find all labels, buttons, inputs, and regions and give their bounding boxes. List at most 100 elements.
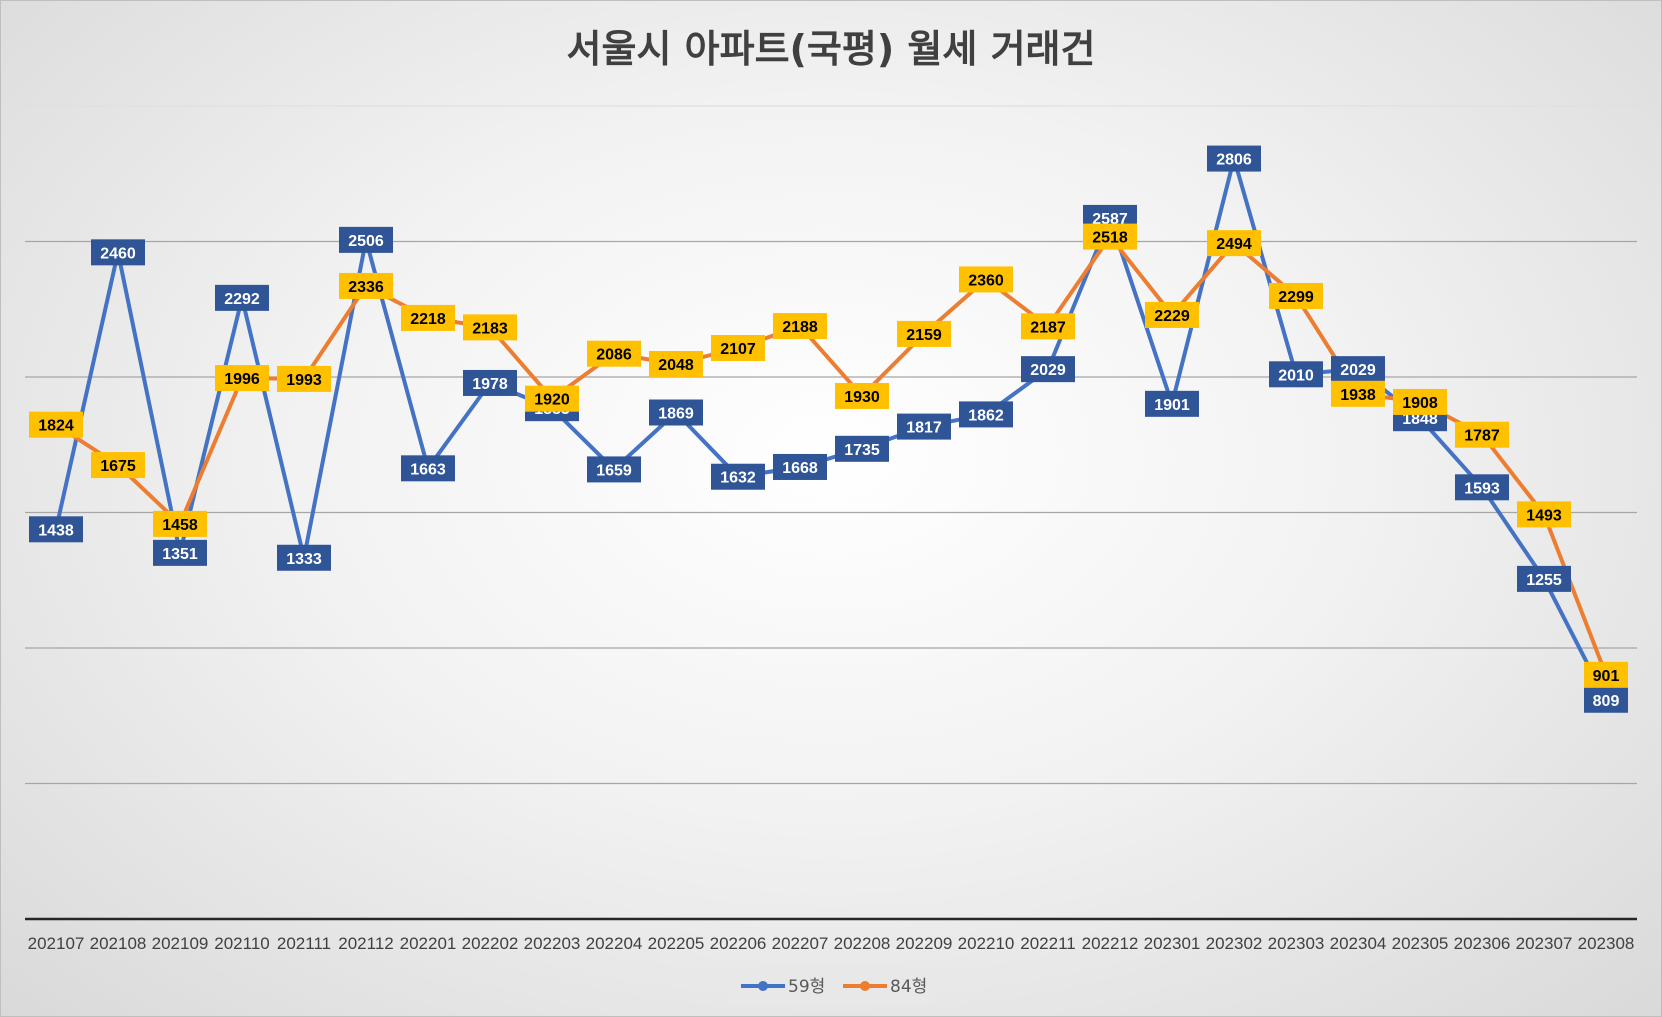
x-tick-label: 202304: [1330, 934, 1387, 953]
data-label-box: [91, 239, 145, 266]
x-tick-label: 202108: [90, 934, 147, 953]
data-label-box: [339, 272, 393, 299]
data-label-box: [897, 413, 951, 440]
data-label: 1255: [1517, 565, 1571, 592]
data-label-text: 2188: [782, 319, 818, 336]
x-tick-label: 202209: [896, 934, 953, 953]
data-label-box: [463, 314, 517, 341]
legend-marker: [860, 981, 870, 991]
data-label-box: [463, 369, 517, 396]
data-label: 1668: [773, 453, 827, 480]
chart-title: 서울시 아파트(국평) 월세 거래건: [567, 27, 1096, 71]
x-tick-label: 202305: [1392, 934, 1449, 953]
data-label-text: 1824: [38, 418, 74, 435]
x-tick-label: 202211: [1020, 934, 1075, 953]
data-label: 1787: [1455, 421, 1509, 448]
legend-item: 84형: [843, 977, 927, 997]
data-label-box: [1584, 661, 1628, 688]
data-label-box: [401, 304, 455, 331]
data-label-text: 2187: [1030, 319, 1066, 336]
data-label-text: 2460: [100, 245, 136, 262]
data-label-box: [339, 226, 393, 253]
data-label-text: 2806: [1216, 152, 1252, 169]
data-label: 1869: [649, 399, 703, 426]
data-label: 2187: [1021, 313, 1075, 340]
data-label-box: [215, 284, 269, 311]
data-label-text: 1333: [286, 551, 322, 568]
data-label-text: 1255: [1526, 572, 1562, 589]
data-label-text: 1920: [534, 392, 570, 409]
data-label-text: 901: [1593, 668, 1620, 685]
data-label: 1458: [153, 510, 207, 537]
data-label-box: [29, 411, 83, 438]
x-tick-label: 202303: [1268, 934, 1325, 953]
data-label-box: [1455, 474, 1509, 501]
gridlines: [25, 105, 1637, 785]
data-label: 1930: [835, 382, 889, 409]
data-label: 2183: [463, 314, 517, 341]
data-label-box: [897, 320, 951, 347]
data-label-box: [153, 539, 207, 566]
data-label: 809: [1584, 686, 1628, 713]
data-label-box: [835, 382, 889, 409]
data-label-text: 1996: [224, 371, 260, 388]
data-label: 1920: [525, 385, 579, 412]
data-label-text: 1659: [596, 462, 632, 479]
data-label-text: 1438: [38, 522, 74, 539]
data-label: 2292: [215, 284, 269, 311]
data-label: 2494: [1207, 230, 1261, 257]
x-tick-label: 202201: [400, 934, 457, 953]
data-label-box: [587, 340, 641, 367]
data-label-text: 2029: [1340, 362, 1376, 379]
x-tick-label: 202204: [586, 934, 643, 953]
data-label: 2299: [1269, 282, 1323, 309]
data-label: 2806: [1207, 145, 1261, 172]
data-label-box: [1207, 230, 1261, 257]
data-label-text: 1978: [472, 376, 508, 393]
x-tick-label: 202112: [338, 934, 393, 953]
data-label-box: [1517, 565, 1571, 592]
data-label-text: 1908: [1402, 395, 1438, 412]
data-label: 2336: [339, 272, 393, 299]
data-label-box: [959, 266, 1013, 293]
data-label: 2107: [711, 335, 765, 362]
series-lines: [44, 146, 1618, 712]
data-label: 2229: [1145, 301, 1199, 328]
data-label: 1993: [277, 365, 331, 392]
data-label-box: [1393, 388, 1447, 415]
x-tick-label: 202308: [1578, 934, 1635, 953]
data-label-text: 2229: [1154, 308, 1190, 325]
data-label-box: [29, 516, 83, 543]
data-label-text: 2292: [224, 291, 260, 308]
data-label-text: 2010: [1278, 367, 1314, 384]
data-label-box: [1145, 390, 1199, 417]
data-label-text: 1848: [1402, 411, 1438, 428]
data-label: 1632: [711, 463, 765, 490]
data-label: 1735: [835, 435, 889, 462]
data-label: 1938: [1331, 380, 1385, 407]
legend-marker: [758, 981, 768, 991]
data-label-text: 809: [1593, 693, 1620, 710]
data-label-text: 2183: [472, 320, 508, 337]
data-label-box: [1083, 223, 1137, 250]
data-label-box: [91, 452, 145, 479]
data-label-box: [711, 335, 765, 362]
data-label: 1438: [29, 516, 83, 543]
x-tick-label: 202306: [1454, 934, 1511, 953]
data-label: 1333: [277, 544, 331, 571]
data-label-text: 1663: [410, 461, 446, 478]
x-tick-label: 202212: [1082, 934, 1139, 953]
data-label-box: [277, 365, 331, 392]
x-tick-label: 202210: [958, 934, 1015, 953]
data-label-text: 2336: [348, 279, 384, 296]
data-label-box: [1207, 145, 1261, 172]
data-label-text: 1862: [968, 407, 1004, 424]
data-label-text: 1993: [286, 372, 322, 389]
data-label-text: 1593: [1464, 480, 1500, 497]
data-label-text: 2299: [1278, 289, 1314, 306]
legend: 59형 84형: [727, 967, 935, 1005]
data-label-box: [1269, 282, 1323, 309]
data-label-box: [277, 544, 331, 571]
